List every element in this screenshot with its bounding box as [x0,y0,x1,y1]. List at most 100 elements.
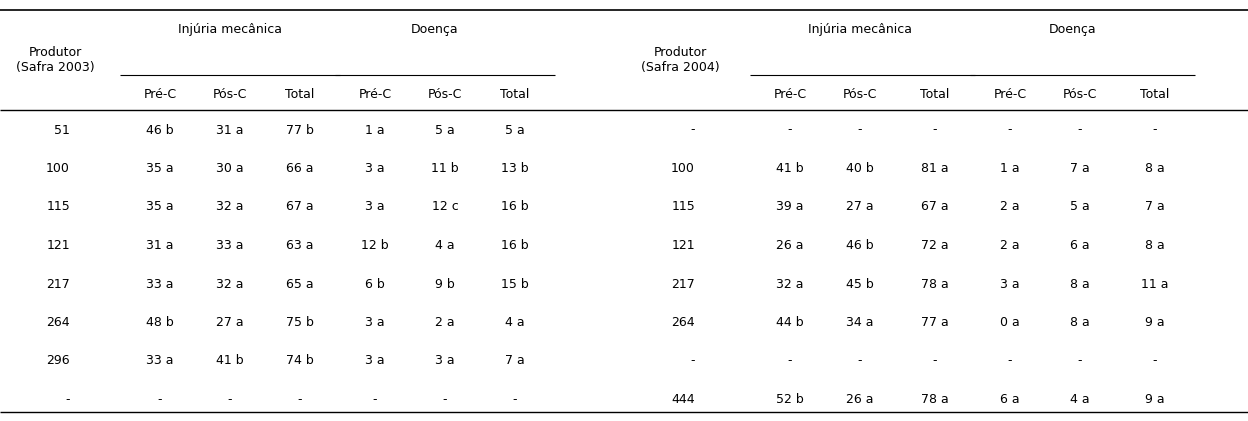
Text: 3 a: 3 a [366,316,384,329]
Text: 41 b: 41 b [776,162,804,175]
Text: 77 a: 77 a [921,316,948,329]
Text: 31 a: 31 a [146,239,173,252]
Text: 12 c: 12 c [432,200,458,213]
Text: -: - [1153,123,1157,136]
Text: -: - [157,393,162,406]
Text: Pós-C: Pós-C [213,88,247,101]
Text: -: - [298,393,302,406]
Text: 45 b: 45 b [846,277,874,290]
Text: 40 b: 40 b [846,162,874,175]
Text: 35 a: 35 a [146,200,173,213]
Text: 48 b: 48 b [146,316,173,329]
Text: 46 b: 46 b [846,239,874,252]
Text: 51: 51 [54,123,70,136]
Text: Produtor: Produtor [29,45,81,59]
Text: 6 b: 6 b [366,277,384,290]
Text: 217: 217 [671,277,695,290]
Text: 33 a: 33 a [146,354,173,368]
Text: Pré-C: Pré-C [144,88,176,101]
Text: 3 a: 3 a [366,200,384,213]
Text: 9 a: 9 a [1146,393,1164,406]
Text: 2 a: 2 a [1000,239,1020,252]
Text: Produtor: Produtor [654,45,706,59]
Text: 26 a: 26 a [846,393,874,406]
Text: (Safra 2003): (Safra 2003) [16,61,95,75]
Text: 11 a: 11 a [1141,277,1168,290]
Text: 52 b: 52 b [776,393,804,406]
Text: -: - [932,123,937,136]
Text: -: - [857,123,862,136]
Text: 3 a: 3 a [366,354,384,368]
Text: -: - [1007,123,1012,136]
Text: 5 a: 5 a [436,123,454,136]
Text: -: - [690,123,695,136]
Text: 8 a: 8 a [1146,239,1164,252]
Text: Total: Total [1141,88,1169,101]
Text: Doença: Doença [411,24,459,37]
Text: Pós-C: Pós-C [1063,88,1097,101]
Text: -: - [787,354,792,368]
Text: 8 a: 8 a [1070,316,1090,329]
Text: 2 a: 2 a [436,316,454,329]
Text: -: - [513,393,517,406]
Text: 16 b: 16 b [502,200,529,213]
Text: 33 a: 33 a [216,239,243,252]
Text: 63 a: 63 a [286,239,313,252]
Text: 11 b: 11 b [432,162,459,175]
Text: 75 b: 75 b [286,316,314,329]
Text: Pós-C: Pós-C [842,88,877,101]
Text: 264: 264 [46,316,70,329]
Text: 34 a: 34 a [846,316,874,329]
Text: 121: 121 [671,239,695,252]
Text: 3 a: 3 a [366,162,384,175]
Text: 15 b: 15 b [502,277,529,290]
Text: Total: Total [286,88,314,101]
Text: -: - [857,354,862,368]
Text: 67 a: 67 a [286,200,313,213]
Text: 65 a: 65 a [286,277,313,290]
Text: 27 a: 27 a [216,316,243,329]
Text: -: - [1153,354,1157,368]
Text: 3 a: 3 a [1000,277,1020,290]
Text: 3 a: 3 a [436,354,454,368]
Text: 4 a: 4 a [1071,393,1090,406]
Text: -: - [443,393,447,406]
Text: -: - [227,393,232,406]
Text: 78 a: 78 a [921,393,948,406]
Text: -: - [690,354,695,368]
Text: 32 a: 32 a [216,200,243,213]
Text: 35 a: 35 a [146,162,173,175]
Text: 2 a: 2 a [1000,200,1020,213]
Text: 1 a: 1 a [1000,162,1020,175]
Text: -: - [932,354,937,368]
Text: 39 a: 39 a [776,200,804,213]
Text: 100: 100 [671,162,695,175]
Text: 16 b: 16 b [502,239,529,252]
Text: 5 a: 5 a [1070,200,1090,213]
Text: 44 b: 44 b [776,316,804,329]
Text: 264: 264 [671,316,695,329]
Text: Total: Total [920,88,950,101]
Text: Injúria mecânica: Injúria mecânica [807,24,912,37]
Text: 9 b: 9 b [436,277,454,290]
Text: 9 a: 9 a [1146,316,1164,329]
Text: 444: 444 [671,393,695,406]
Text: 46 b: 46 b [146,123,173,136]
Text: 66 a: 66 a [286,162,313,175]
Text: 4 a: 4 a [505,316,525,329]
Text: 30 a: 30 a [216,162,243,175]
Text: 77 b: 77 b [286,123,314,136]
Text: 13 b: 13 b [502,162,529,175]
Text: 27 a: 27 a [846,200,874,213]
Text: Injúria mecânica: Injúria mecânica [178,24,282,37]
Text: Doença: Doença [1048,24,1096,37]
Text: 8 a: 8 a [1146,162,1164,175]
Text: 7 a: 7 a [505,354,525,368]
Text: 7 a: 7 a [1070,162,1090,175]
Text: 81 a: 81 a [921,162,948,175]
Text: 6 a: 6 a [1071,239,1090,252]
Text: Total: Total [500,88,529,101]
Text: 31 a: 31 a [216,123,243,136]
Text: Pré-C: Pré-C [993,88,1027,101]
Text: 296: 296 [46,354,70,368]
